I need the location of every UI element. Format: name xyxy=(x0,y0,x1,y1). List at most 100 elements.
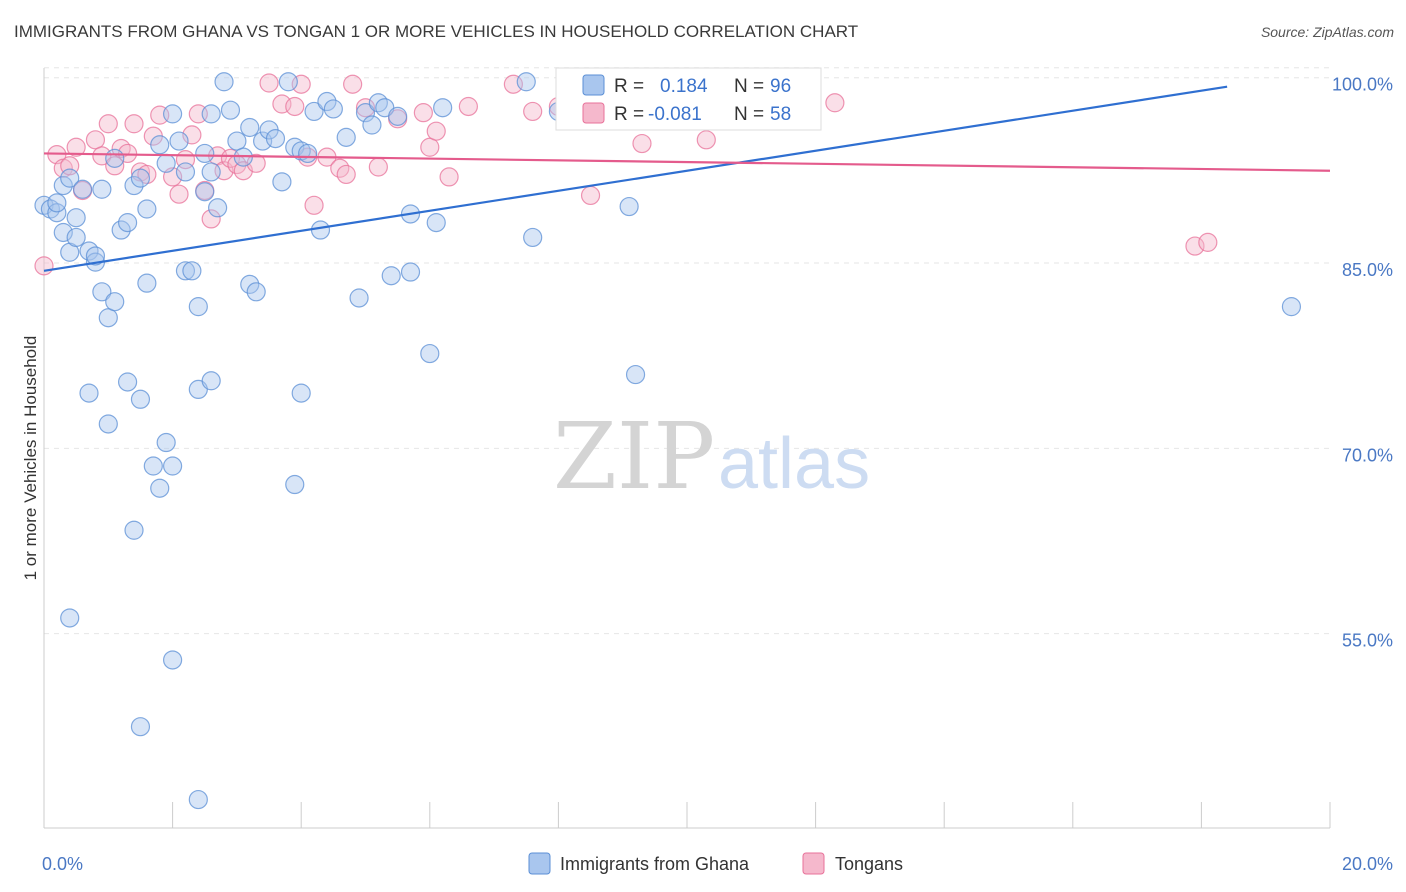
tongan-point xyxy=(85,130,106,150)
x-tick-label: 20.0% xyxy=(1342,854,1393,874)
ghana-n-label: N = xyxy=(734,76,764,97)
ghana-point xyxy=(98,308,118,328)
ghana-point xyxy=(516,72,536,92)
ghana-n-value: 96 xyxy=(770,76,791,97)
tongan-point xyxy=(201,209,221,229)
ghana-point xyxy=(362,115,382,135)
ghana-point xyxy=(98,414,118,434)
ghana-point xyxy=(130,717,151,737)
tongan-point xyxy=(420,137,440,157)
ghana-point xyxy=(150,478,170,498)
ghana-point xyxy=(298,143,318,164)
ghana-point xyxy=(220,100,241,120)
ghana-point xyxy=(117,213,138,233)
ghana-r-value: 0.184 xyxy=(660,76,708,97)
ghana-point xyxy=(60,168,80,188)
ghana-point xyxy=(265,129,286,149)
ghana-point xyxy=(188,789,208,810)
tongan-n-label: N = xyxy=(734,104,764,125)
ghana-point xyxy=(285,474,305,495)
watermark-zip: ZIP xyxy=(553,403,715,510)
ghana-point xyxy=(53,222,73,243)
ghana-point xyxy=(400,262,421,282)
ghana-point xyxy=(201,104,221,124)
ghana-point xyxy=(124,520,144,540)
tongan-point xyxy=(355,98,376,118)
ghana-point xyxy=(137,199,157,219)
tongan-point xyxy=(439,167,459,187)
y-tick-labels: 55.0% 70.0% 85.0% 100.0% xyxy=(1332,75,1393,651)
tongan-point xyxy=(696,130,716,150)
ghana-point xyxy=(143,456,163,476)
tongan-trend-line xyxy=(43,152,1331,172)
ghana-point xyxy=(246,282,266,302)
ghana-point xyxy=(304,101,324,122)
ghana-point xyxy=(426,213,446,233)
legend-tongan-swatch xyxy=(802,852,825,875)
ghana-point xyxy=(182,261,202,281)
ghana-point xyxy=(388,106,408,126)
ghana-point xyxy=(169,131,189,151)
ghana-point xyxy=(92,282,112,302)
ghana-point xyxy=(420,343,440,364)
tongan-n-value: 58 xyxy=(770,104,791,125)
ghana-point xyxy=(66,208,86,228)
ghana-point xyxy=(72,179,93,199)
tongan-point xyxy=(580,185,601,206)
ghana-point xyxy=(195,182,215,202)
ghana-point xyxy=(240,117,260,138)
stats-legend: R = 0.184 N = 96 R = -0.081 N = 58 xyxy=(555,67,822,131)
tongan-point xyxy=(343,74,363,94)
ghana-point xyxy=(201,371,221,391)
ghana-point xyxy=(137,273,157,293)
tongan-point xyxy=(105,156,125,176)
ghana-point xyxy=(53,175,73,196)
tongan-swatch xyxy=(582,102,605,124)
tongan-point xyxy=(124,114,144,134)
ghana-point xyxy=(79,241,99,261)
tongan-point xyxy=(98,114,118,134)
ghana-point xyxy=(175,261,196,281)
tongan-point xyxy=(413,103,433,123)
stats-row-tongan: R = -0.081 N = 58 xyxy=(582,102,791,125)
ghana-point xyxy=(214,72,234,92)
ghana-point xyxy=(85,246,106,266)
tongan-point xyxy=(66,137,86,157)
y-tick-label: 100.0% xyxy=(1332,75,1393,95)
ghana-point xyxy=(60,608,80,628)
ghana-point xyxy=(227,131,247,151)
tongan-point xyxy=(285,96,305,117)
ghana-point xyxy=(163,456,183,476)
tongan-point xyxy=(259,73,279,93)
ghana-point xyxy=(47,203,67,223)
tongan-point xyxy=(458,96,478,117)
ghana-points xyxy=(34,72,1302,810)
tongan-point xyxy=(632,133,652,154)
tongan-point xyxy=(111,138,131,159)
ghana-point xyxy=(323,99,343,119)
ghana-point xyxy=(349,288,369,308)
ghana-point xyxy=(47,193,67,213)
ghana-point xyxy=(355,103,376,123)
watermark-atlas: atlas xyxy=(718,424,870,504)
ghana-point xyxy=(208,198,228,218)
ghana-point xyxy=(130,168,151,188)
ghana-point xyxy=(272,172,292,192)
ghana-point xyxy=(1281,297,1302,317)
ghana-point xyxy=(310,220,331,240)
ghana-point xyxy=(105,148,125,168)
tongan-point xyxy=(368,157,388,177)
stats-row-ghana: R = 0.184 N = 96 xyxy=(582,74,791,97)
legend-ghana-label: Immigrants from Ghana xyxy=(560,854,750,874)
ghana-point xyxy=(150,135,170,155)
ghana-point xyxy=(317,91,337,112)
tongan-point xyxy=(169,184,189,204)
ghana-point xyxy=(156,153,176,173)
source-label: Source: ZipAtlas.com xyxy=(1260,24,1394,40)
ghana-point xyxy=(156,432,176,453)
legend-ghana-swatch xyxy=(528,852,551,875)
y-tick-label: 85.0% xyxy=(1342,260,1393,280)
tongan-point xyxy=(34,256,54,276)
ghana-point xyxy=(130,389,151,409)
